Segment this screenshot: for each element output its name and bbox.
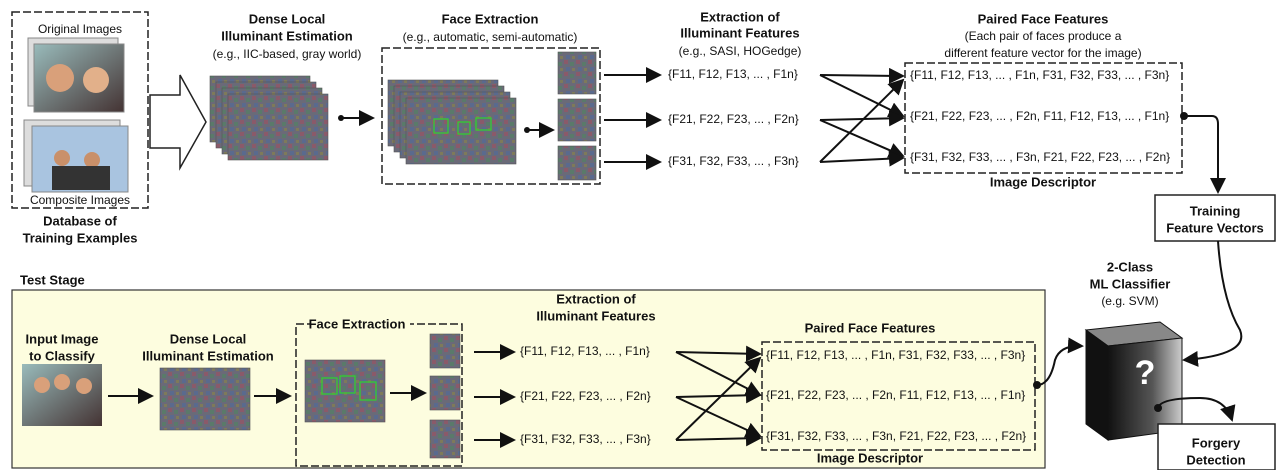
label: Face Extraction [442, 11, 539, 26]
label: Illuminant Features [536, 308, 655, 323]
label: Extraction of [700, 9, 780, 24]
illuminant-maps [210, 76, 328, 160]
feature-vector: {F21, F22, F23, ... , F2n} [520, 389, 651, 403]
label: Feature Vectors [1166, 220, 1264, 235]
feature-vector: {F11, F12, F13, ... , F1n} [668, 67, 798, 81]
label: Dense Local [249, 11, 326, 26]
feature-vector: {F11, F12, F13, ... , F1n} [520, 344, 650, 358]
label: Test Stage [20, 272, 85, 287]
label: Face Extraction [309, 316, 406, 331]
feature-vector: {F31, F32, F33, ... , F3n} [668, 154, 799, 168]
label: (Each pair of faces produce a [965, 29, 1122, 43]
feature-vector: {F31, F32, F33, ... , F3n} [520, 432, 651, 446]
photos [24, 38, 128, 192]
paired-vector: {F11, F12, F13, ... , F1n, F31, F32, F33… [766, 348, 1025, 362]
feature-vector: {F21, F22, F23, ... , F2n} [668, 112, 799, 126]
hollow-arrow [150, 75, 206, 168]
label: Illuminant Estimation [142, 348, 274, 363]
label: Training [1190, 203, 1241, 218]
paired-vector: {F31, F32, F33, ... , F3n, F21, F22, F23… [910, 150, 1170, 164]
label: Database of [43, 213, 117, 228]
input-photo [22, 364, 102, 426]
illuminant-map [160, 368, 250, 430]
label: Composite Images [30, 193, 130, 207]
face-maps [388, 80, 516, 164]
label: Image Descriptor [990, 174, 1096, 189]
label: Illuminant Features [680, 25, 799, 40]
label: (e.g., automatic, semi-automatic) [403, 30, 578, 44]
label: different feature vector for the image) [944, 46, 1141, 60]
label: Extraction of [556, 291, 636, 306]
label: Forgery [1192, 435, 1241, 450]
label: Original Images [38, 22, 122, 36]
label: Input Image [26, 331, 99, 346]
label: ML Classifier [1090, 276, 1171, 291]
label: Image Descriptor [817, 450, 923, 465]
label: (e.g., IIC-based, gray world) [213, 47, 362, 61]
label: Paired Face Features [978, 11, 1109, 26]
label: to Classify [29, 348, 96, 363]
paired-vector: {F21, F22, F23, ... , F2n, F11, F12, F13… [766, 388, 1025, 402]
paired-vector: {F31, F32, F33, ... , F3n, F21, F22, F23… [766, 429, 1026, 443]
classifier-symbol: ? [1135, 354, 1156, 392]
pair-arrows [820, 75, 903, 162]
label: 2-Class [1107, 259, 1153, 274]
label: (e.g., SASI, HOGedge) [679, 44, 802, 58]
paired-vector: {F11, F12, F13, ... , F1n, F31, F32, F33… [910, 68, 1169, 82]
label: (e.g. SVM) [1101, 294, 1158, 308]
paired-vector: {F21, F22, F23, ... , F2n, F11, F12, F13… [910, 109, 1169, 123]
label: Illuminant Estimation [221, 28, 353, 43]
label: Training Examples [23, 230, 138, 245]
label: Paired Face Features [805, 320, 936, 335]
label: Detection [1186, 452, 1245, 467]
diagram: Original Images Composite Images Databas… [0, 0, 1279, 470]
label: Dense Local [170, 331, 247, 346]
